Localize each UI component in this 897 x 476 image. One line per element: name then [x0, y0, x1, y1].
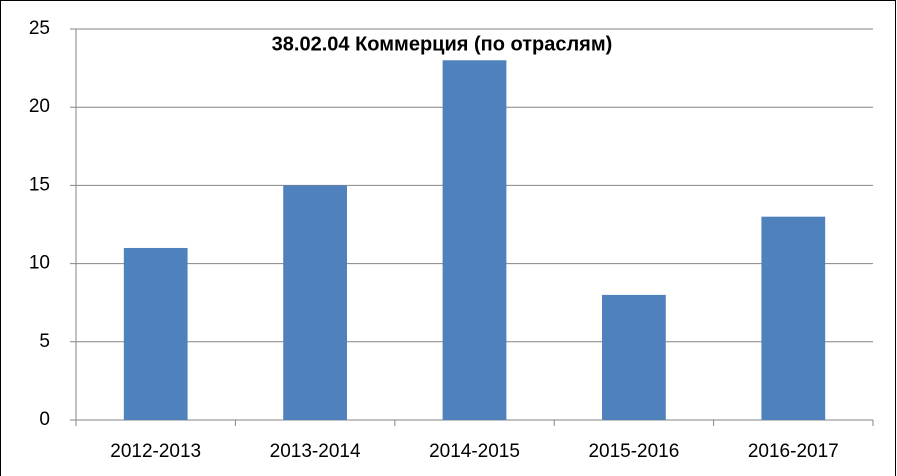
y-tick-label: 10	[29, 253, 50, 274]
bar	[283, 185, 347, 420]
bar	[761, 216, 826, 420]
x-tick-label: 2012-2013	[110, 441, 201, 462]
y-tick-label: 25	[29, 18, 50, 39]
y-tick-label: 0	[39, 409, 50, 430]
bar	[602, 294, 666, 420]
bar	[123, 247, 188, 420]
y-tick-label: 20	[29, 96, 50, 117]
x-tick-label: 2013-2014	[270, 441, 361, 462]
y-tick-label: 5	[39, 331, 50, 352]
x-tick-label: 2016-2017	[748, 441, 839, 462]
bar	[442, 60, 507, 420]
chart-title: 38.02.04 Коммерция (по отраслям)	[272, 33, 613, 55]
x-tick-label: 2014-2015	[429, 441, 520, 462]
x-tick-label: 2015-2016	[588, 441, 679, 462]
plot-area: 0 5 10 15 20 25 2012-2013 2013-2014 2014-2015 201…	[29, 18, 874, 462]
y-tick-label: 15	[29, 174, 50, 195]
